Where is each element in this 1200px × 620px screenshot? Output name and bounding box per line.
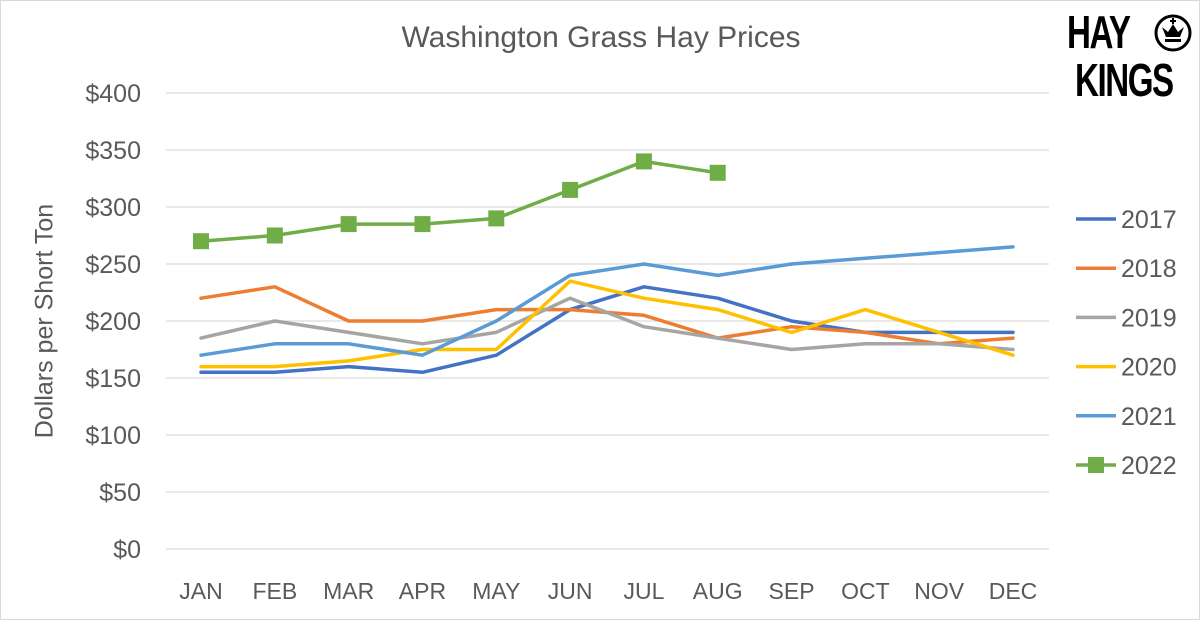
crown-icon — [1154, 14, 1192, 52]
x-tick-label: AUG — [693, 578, 743, 604]
y-tick-label: $150 — [85, 365, 141, 393]
series-line-2018 — [199, 285, 1015, 346]
series-line-2019 — [199, 296, 1015, 352]
data-point-2022 — [635, 153, 652, 170]
x-tick-label: MAY — [472, 578, 520, 604]
legend-label-2018: 2018 — [1121, 255, 1177, 283]
x-tick-label: JAN — [179, 578, 222, 604]
series-line-2021 — [199, 245, 1015, 357]
data-point-2022 — [340, 216, 357, 233]
legend-label-2022: 2022 — [1121, 452, 1177, 480]
x-tick-label: MAR — [323, 578, 374, 604]
series-line-2020 — [199, 279, 1015, 369]
x-tick-label: SEP — [769, 578, 815, 604]
data-point-2022 — [709, 164, 726, 181]
series-line-2017 — [199, 285, 1015, 375]
y-tick-label: $400 — [85, 80, 141, 108]
data-point-2022 — [562, 181, 579, 198]
x-tick-label: JUL — [623, 578, 664, 604]
y-tick-label: $250 — [85, 251, 141, 279]
y-tick-label: $100 — [85, 422, 141, 450]
y-tick-label: $50 — [99, 479, 141, 507]
x-tick-label: DEC — [989, 578, 1038, 604]
x-tick-label: OCT — [841, 578, 890, 604]
data-point-2022 — [488, 210, 505, 227]
x-tick-label: NOV — [914, 578, 965, 604]
logo-text-hay: HAY — [1067, 6, 1131, 58]
y-tick-label: $200 — [85, 308, 141, 336]
x-tick-label: FEB — [252, 578, 297, 604]
logo-text-kings: KINGS — [1075, 54, 1174, 106]
data-point-2022 — [193, 233, 209, 250]
y-tick-label: $300 — [85, 194, 141, 222]
legend-label-2019: 2019 — [1121, 304, 1177, 332]
legend-label-2021: 2021 — [1121, 403, 1177, 431]
chart-title: Washington Grass Hay Prices — [401, 21, 801, 54]
legend-label-2017: 2017 — [1121, 206, 1177, 234]
data-point-2022 — [414, 216, 431, 233]
y-tick-label: $350 — [85, 137, 141, 165]
data-point-2022 — [266, 227, 283, 244]
x-tick-label: APR — [399, 578, 446, 604]
x-tick-label: JUN — [548, 578, 593, 604]
legend-label-2020: 2020 — [1121, 354, 1177, 382]
legend-marker-2022 — [1088, 457, 1104, 473]
y-tick-label: $0 — [113, 536, 141, 564]
hay-kings-logo: HAY KINGS — [1067, 7, 1193, 107]
series-line-2022 — [199, 159, 720, 243]
